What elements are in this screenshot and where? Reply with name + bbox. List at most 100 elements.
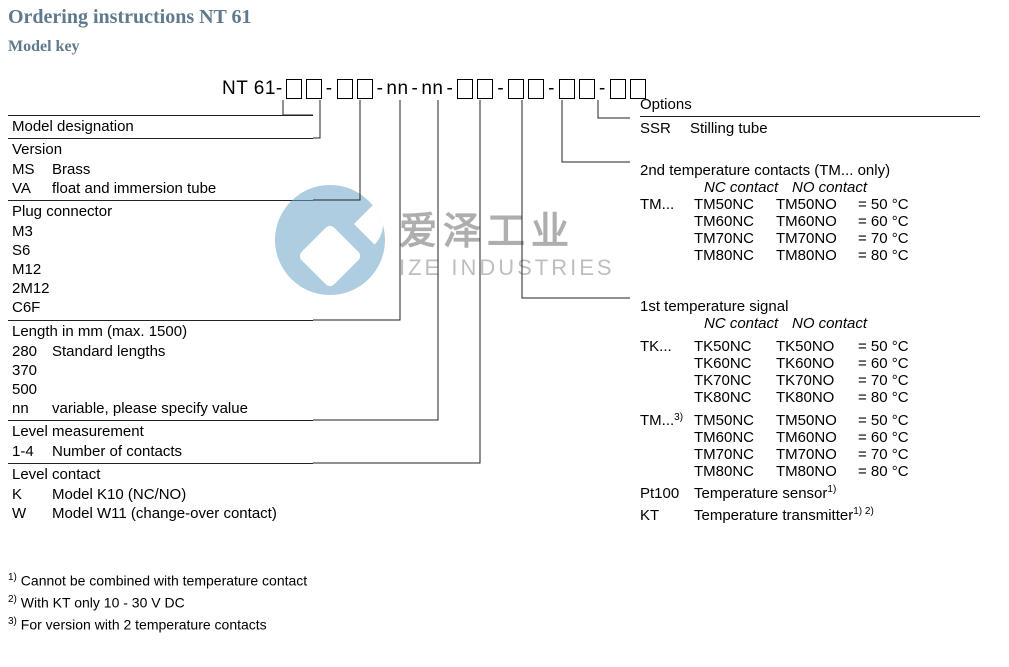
temp-prefix: TM... bbox=[640, 196, 674, 213]
row-code: C6F bbox=[12, 299, 52, 316]
row-code: VA bbox=[12, 180, 52, 197]
row-text: Standard lengths bbox=[52, 343, 165, 360]
temp-row: TM60NCTM60NO= 60 °C bbox=[640, 213, 909, 230]
section-row: VAfloat and immersion tube bbox=[8, 179, 313, 198]
no-code: TM50NO bbox=[776, 196, 858, 213]
temp-row: TM60NCTM60NO= 60 °C bbox=[640, 429, 909, 446]
temp-row: TM70NCTM70NO= 70 °C bbox=[640, 230, 909, 247]
no-code: TM60NO bbox=[776, 213, 858, 230]
temp-val: = 50 °C bbox=[858, 338, 909, 355]
row-code: 280 bbox=[12, 343, 52, 360]
left-section: VersionMSBrassVAfloat and immersion tube bbox=[8, 138, 313, 198]
row-code: K bbox=[12, 486, 52, 503]
row-code: nn bbox=[12, 400, 52, 417]
watermark-en: IZE INDUSTRIES bbox=[399, 255, 615, 281]
section-row: MSBrass bbox=[8, 160, 313, 179]
first-temp-block: 1st temperature signalNC contactNO conta… bbox=[640, 298, 909, 524]
section-row: 280Standard lengths bbox=[8, 342, 313, 361]
page-title: Ordering instructions NT 61 bbox=[8, 6, 252, 29]
temp-prefix: TK... bbox=[640, 338, 672, 355]
no-code: TK60NO bbox=[776, 355, 858, 372]
watermark: 爱泽工业 IZE INDUSTRIES bbox=[275, 185, 615, 295]
temp-block: TK...TK50NCTK50NO= 50 °CTK60NCTK60NO= 60… bbox=[640, 338, 909, 406]
left-section: Plug connectorM3S6M122M12C6F bbox=[8, 200, 313, 317]
section-row: 1-4Number of contacts bbox=[8, 442, 313, 461]
section-heading: Level contact bbox=[8, 464, 313, 485]
tail-code: Pt100 bbox=[640, 485, 694, 502]
section-heading: Length in mm (max. 1500) bbox=[8, 321, 313, 342]
nc-code: TK50NC bbox=[694, 338, 776, 355]
row-text: Model W11 (change-over contact) bbox=[52, 505, 277, 522]
nc-code: TM60NC bbox=[694, 213, 776, 230]
tail-text: Temperature transmitter bbox=[694, 507, 853, 524]
footnote: 3) For version with 2 temperature contac… bbox=[8, 616, 267, 633]
nc-code: TM70NC bbox=[694, 446, 776, 463]
temp-row: TK70NCTK70NO= 70 °C bbox=[640, 372, 909, 389]
no-code: TK80NO bbox=[776, 389, 858, 406]
second-temp-block: 2nd temperature contacts (TM... only)NC … bbox=[640, 162, 909, 264]
nc-code: TM50NC bbox=[694, 412, 776, 429]
options-row: SSRStilling tube bbox=[640, 116, 980, 137]
subtitle: Model key bbox=[8, 38, 80, 56]
options-label: Options bbox=[640, 96, 980, 113]
key-slot bbox=[457, 79, 473, 99]
temp-val: = 50 °C bbox=[858, 412, 909, 429]
temp-val: = 60 °C bbox=[858, 429, 909, 446]
row-code: MS bbox=[12, 161, 52, 178]
key-slot bbox=[579, 79, 595, 99]
watermark-cn: 爱泽工业 bbox=[399, 200, 615, 255]
no-code: TM60NO bbox=[776, 429, 858, 446]
temp-row: TK50NCTK50NO= 50 °C bbox=[640, 338, 909, 355]
footnote: 1) Cannot be combined with temperature c… bbox=[8, 572, 307, 589]
first-temp-label: 1st temperature signal bbox=[640, 298, 909, 315]
temp-block: TM...3)TM50NCTM50NO= 50 °CTM60NCTM60NO= … bbox=[640, 412, 909, 480]
no-code: TM50NO bbox=[776, 412, 858, 429]
left-section: Level measurement1-4Number of contacts bbox=[8, 420, 313, 461]
section-heading: Model designation bbox=[8, 116, 313, 137]
key-slot bbox=[528, 79, 544, 99]
temp-val: = 80 °C bbox=[858, 389, 909, 406]
key-slot bbox=[559, 79, 575, 99]
model-key-string: NT 61---nn-nn---- bbox=[222, 78, 647, 100]
row-code: 370 bbox=[12, 362, 52, 379]
row-text: variable, please specify value bbox=[52, 400, 248, 417]
temp-val: = 70 °C bbox=[858, 446, 909, 463]
no-code: TK50NO bbox=[776, 338, 858, 355]
temp-block: TM...TM50NCTM50NO= 50 °CTM60NCTM60NO= 60… bbox=[640, 196, 909, 264]
tail-text: Temperature sensor bbox=[694, 485, 827, 502]
section-row: WModel W11 (change-over contact) bbox=[8, 504, 313, 523]
section-row: M3 bbox=[8, 222, 313, 241]
key-slot bbox=[337, 79, 353, 99]
row-code: M12 bbox=[12, 261, 52, 278]
no-code: TM70NO bbox=[776, 230, 858, 247]
section-row: 370 bbox=[8, 361, 313, 380]
temp-prefix: TM...3) bbox=[640, 412, 683, 429]
temp-val: = 70 °C bbox=[858, 230, 909, 247]
left-section: Length in mm (max. 1500)280Standard leng… bbox=[8, 320, 313, 418]
tail-row: KTTemperature transmitter1) 2) bbox=[640, 506, 909, 524]
row-code: W bbox=[12, 505, 52, 522]
left-section: Model designation bbox=[8, 115, 313, 137]
temp-row: TK60NCTK60NO= 60 °C bbox=[640, 355, 909, 372]
nc-code: TK80NC bbox=[694, 389, 776, 406]
temp-val: = 60 °C bbox=[858, 355, 909, 372]
section-heading: Level measurement bbox=[8, 421, 313, 442]
section-heading: Plug connector bbox=[8, 201, 313, 222]
row-code: 2M12 bbox=[12, 280, 52, 297]
temp-val: = 60 °C bbox=[858, 213, 909, 230]
nc-code: TM80NC bbox=[694, 463, 776, 480]
nc-code: TM70NC bbox=[694, 230, 776, 247]
row-text: Model K10 (NC/NO) bbox=[52, 486, 186, 503]
row-code: 500 bbox=[12, 381, 52, 398]
footnote: 2) With KT only 10 - 30 V DC bbox=[8, 594, 185, 611]
section-row: 2M12 bbox=[8, 279, 313, 298]
nc-code: TM60NC bbox=[694, 429, 776, 446]
key-slot bbox=[610, 79, 626, 99]
second-temp-label: 2nd temperature contacts (TM... only) bbox=[640, 162, 909, 179]
option-text: Stilling tube bbox=[690, 120, 768, 137]
key-slot bbox=[477, 79, 493, 99]
section-heading: Version bbox=[8, 139, 313, 160]
section-row: C6F bbox=[8, 298, 313, 317]
temp-val: = 50 °C bbox=[858, 196, 909, 213]
row-code: 1-4 bbox=[12, 443, 52, 460]
